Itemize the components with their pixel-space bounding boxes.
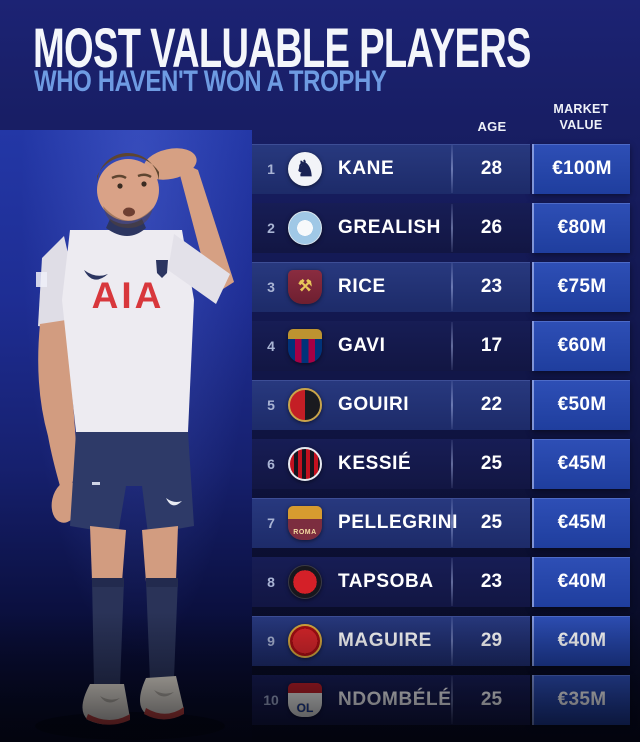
rank-number: 2 [267, 220, 275, 236]
player-age: 25 [480, 689, 503, 710]
age-column-header: AGE [477, 119, 507, 134]
column-divider [451, 381, 453, 429]
player-row-main: 8 TAPSOBA 23 [252, 557, 530, 607]
player-row: 3 ⚒ RICE 23 €75M [252, 262, 630, 312]
rank-number: 6 [267, 456, 275, 472]
player-row: 6 KESSIÉ 25 €45M [252, 439, 630, 489]
kane-figure-illustration: AIA [35, 148, 234, 740]
barcelona-badge-icon [288, 329, 322, 363]
rank-number: 7 [267, 515, 275, 531]
player-row-main: 6 KESSIÉ 25 [252, 439, 530, 489]
rank-number: 10 [263, 692, 279, 708]
rank-number: 1 [267, 161, 275, 177]
player-row: 10 OL NDOMBÉLÉ 25 €35M [252, 675, 630, 725]
player-row: 2 GREALISH 26 €80M [252, 203, 630, 253]
player-row-main: 2 GREALISH 26 [252, 203, 530, 253]
player-age: 29 [480, 630, 503, 651]
column-divider [451, 322, 453, 370]
player-row: 8 TAPSOBA 23 €40M [252, 557, 630, 607]
market-value-badge: €45M [532, 439, 630, 489]
player-name: KESSIÉ [338, 453, 412, 474]
player-row-main: 9 MAGUIRE 29 [252, 616, 530, 666]
player-name: GREALISH [338, 217, 441, 238]
player-age: 17 [480, 335, 503, 356]
player-row-main: 3 ⚒ RICE 23 [252, 262, 530, 312]
player-row: 5 GOUIRI 22 €50M [252, 380, 630, 430]
west-ham-badge-icon: ⚒ [288, 270, 322, 304]
page-title: MOST VALUABLE PLAYERS [33, 16, 531, 79]
column-divider [451, 440, 453, 488]
rank-number: 5 [267, 397, 275, 413]
market-value-badge: €50M [532, 380, 630, 430]
market-value-badge: €35M [532, 675, 630, 725]
lyon-badge-icon: OL [288, 683, 322, 717]
shirt-sponsor-text: AIA [92, 275, 165, 316]
shirt-swoosh-icon [84, 270, 108, 280]
market-value-badge: €60M [532, 321, 630, 371]
player-name: GAVI [338, 335, 386, 356]
market-value-badge: €80M [532, 203, 630, 253]
page-subtitle: WHO HAVEN'T WON A TROPHY [34, 65, 387, 98]
leverkusen-badge-icon [288, 565, 322, 599]
player-name: RICE [338, 276, 386, 297]
player-name: PELLEGRINI [338, 512, 459, 533]
market-value-badge: €45M [532, 498, 630, 548]
player-row-main: 10 OL NDOMBÉLÉ 25 [252, 675, 530, 725]
column-divider [451, 145, 453, 193]
player-name: MAGUIRE [338, 630, 432, 651]
man-united-badge-icon [288, 624, 322, 658]
column-divider [451, 558, 453, 606]
player-row: 9 MAGUIRE 29 €40M [252, 616, 630, 666]
column-divider [451, 204, 453, 252]
market-value-badge: €40M [532, 557, 630, 607]
player-age: 25 [480, 453, 503, 474]
player-age: 23 [480, 276, 503, 297]
sleeve-patch [36, 272, 47, 287]
player-row: 7 ROMA PELLEGRINI 25 €45M [252, 498, 630, 548]
player-age: 23 [480, 571, 503, 592]
column-divider [451, 499, 453, 547]
player-row-main: 7 ROMA PELLEGRINI 25 [252, 498, 530, 548]
man-city-badge-icon [288, 211, 322, 245]
player-age: 26 [480, 217, 503, 238]
roma-badge-icon: ROMA [288, 506, 322, 540]
player-row-main: 1 ♞ KANE 28 [252, 144, 530, 194]
player-age: 25 [480, 512, 503, 533]
kane-figure: AIA [36, 148, 234, 725]
ac-milan-badge-icon [288, 447, 322, 481]
player-name: GOUIRI [338, 394, 410, 415]
player-name: NDOMBÉLÉ [338, 689, 452, 710]
player-age: 28 [480, 158, 503, 179]
market-value-column-header: MARKET VALUE [553, 102, 609, 133]
nice-badge-icon [288, 388, 322, 422]
market-value-badge: €40M [532, 616, 630, 666]
player-name: KANE [338, 158, 395, 179]
players-table-rows: 1 ♞ KANE 28 €100M 2 GREALISH 26 €80M 3 ⚒… [252, 144, 630, 734]
player-row: 4 GAVI 17 €60M [252, 321, 630, 371]
player-row-main: 4 GAVI 17 [252, 321, 530, 371]
column-divider [451, 263, 453, 311]
shirt-crest-icon [156, 260, 168, 278]
rank-number: 8 [267, 574, 275, 590]
player-photo: AIA [0, 130, 252, 742]
player-row: 1 ♞ KANE 28 €100M [252, 144, 630, 194]
player-age: 22 [480, 394, 503, 415]
rank-number: 4 [267, 338, 275, 354]
market-value-badge: €75M [532, 262, 630, 312]
rank-number: 9 [267, 633, 275, 649]
rank-number: 3 [267, 279, 275, 295]
market-value-badge: €100M [532, 144, 630, 194]
player-name: TAPSOBA [338, 571, 434, 592]
player-row-main: 5 GOUIRI 22 [252, 380, 530, 430]
tottenham-badge-icon: ♞ [288, 152, 322, 186]
